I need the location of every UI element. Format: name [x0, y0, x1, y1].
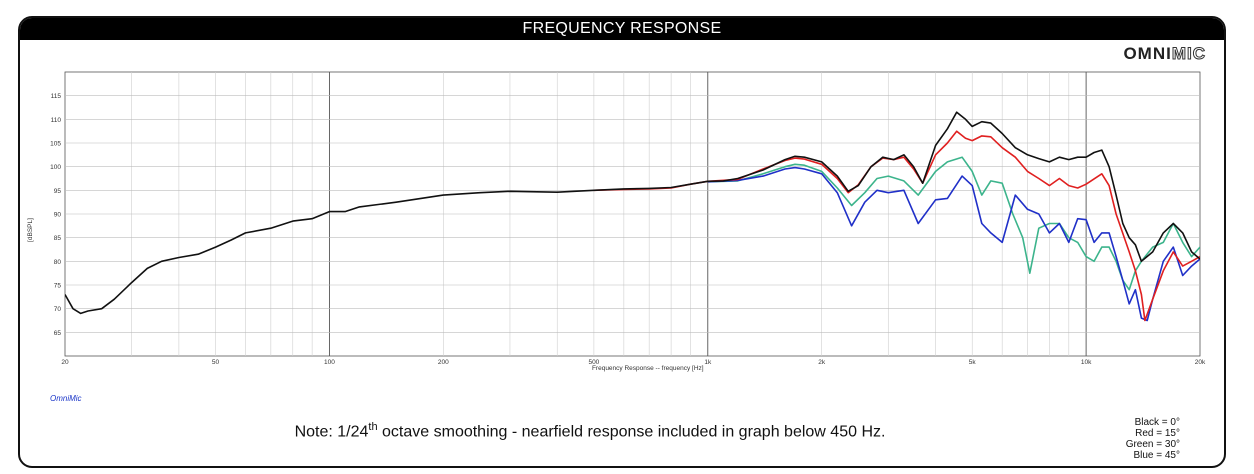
brand-label: OmniMic [50, 394, 82, 403]
legend-black: Black = 0° [1134, 417, 1180, 428]
x-tick-label: 20k [1195, 359, 1206, 366]
logo-part-a: OMNI [1123, 44, 1172, 63]
x-axis-label: Frequency Response -- frequency [Hz] [592, 365, 704, 372]
series-0deg-line [65, 111, 1200, 315]
series-15deg-line [593, 130, 1200, 322]
y-axis-label: [dBSPL] [27, 218, 34, 242]
y-tick-label: 115 [51, 93, 62, 100]
x-tick-label: 20 [61, 359, 69, 366]
x-tick-label: 500 [588, 359, 599, 366]
omnimic-logo: OMNIMIC [1123, 44, 1206, 64]
x-tick-label: 50 [212, 359, 220, 366]
x-tick-label: 10k [1081, 359, 1092, 366]
x-tick-label: 100 [324, 359, 335, 366]
legend-red: Red = 15° [1135, 428, 1180, 439]
x-tick-label: 1k [704, 359, 712, 366]
note-post: octave smoothing - nearfield response in… [377, 423, 886, 441]
header-bar: FREQUENCY RESPONSE [20, 18, 1224, 40]
y-tick-label: 110 [51, 117, 62, 124]
series-45deg-line [707, 166, 1200, 322]
logo-part-b: MIC [1171, 44, 1206, 64]
note-sup: th [368, 421, 378, 433]
y-tick-label: 65 [54, 330, 62, 337]
y-tick-label: 75 [54, 283, 62, 290]
x-tick-label: 2k [818, 359, 826, 366]
y-tick-label: 90 [54, 212, 62, 219]
smoothing-note: Note: 1/24th octave smoothing - nearfiel… [20, 421, 1160, 441]
header-title: FREQUENCY RESPONSE [522, 20, 722, 37]
legend-blue: Blue = 45° [1133, 450, 1180, 461]
x-tick-label: 200 [438, 359, 449, 366]
y-tick-label: 80 [54, 259, 62, 266]
chart-frame: FREQUENCY RESPONSE OMNIMIC 65 70 75 80 85 90 9… [18, 16, 1226, 468]
y-tick-label: 100 [50, 164, 61, 171]
x-tick-label: 5k [969, 359, 977, 366]
note-pre: Note: 1/24 [294, 423, 369, 441]
y-tick-label: 85 [54, 235, 62, 242]
y-tick-label: 70 [54, 306, 62, 313]
y-tick-label: 95 [54, 188, 62, 195]
y-tick-label: 105 [50, 141, 61, 148]
series-30deg-line [707, 156, 1200, 291]
angle-legend: Black = 0° Red = 15° Green = 30° Blue = … [1126, 417, 1180, 461]
legend-green: Green = 30° [1125, 439, 1180, 450]
frequency-response-chart: 65 70 75 80 85 90 95 100 105 110 115 20 50 100 200 500 1… [27, 71, 1206, 372]
